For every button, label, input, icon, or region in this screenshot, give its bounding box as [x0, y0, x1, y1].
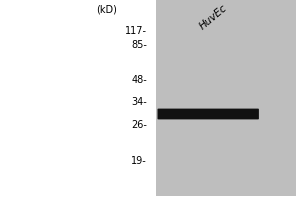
Text: 117-: 117- — [125, 26, 147, 36]
Text: (kD): (kD) — [96, 4, 117, 14]
Text: 85-: 85- — [131, 40, 147, 50]
FancyBboxPatch shape — [158, 109, 259, 119]
Text: 34-: 34- — [131, 97, 147, 107]
Text: 19-: 19- — [131, 156, 147, 166]
Bar — [156, 0, 296, 196]
Text: 48-: 48- — [131, 75, 147, 85]
Text: 26-: 26- — [131, 120, 147, 130]
Text: HuvEc: HuvEc — [197, 3, 229, 32]
